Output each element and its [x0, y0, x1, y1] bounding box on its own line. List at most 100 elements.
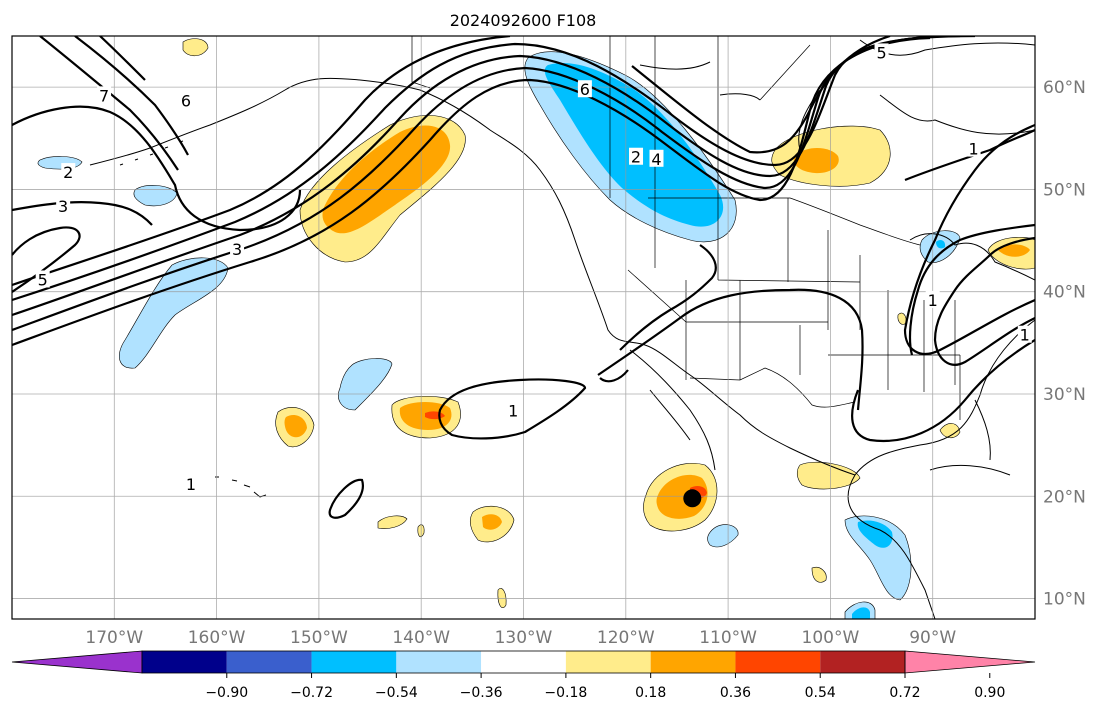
colorbar-tick-label: −0.72 — [290, 685, 333, 701]
contour-label: 2 — [631, 148, 641, 167]
contour-east-3 — [908, 223, 1035, 356]
shade-npac-negative — [118, 257, 229, 369]
contour-label-bg — [230, 239, 245, 257]
lat-label: 20°N — [1043, 487, 1086, 507]
colorbar-tick-label: 0.72 — [889, 685, 920, 701]
colorbar-segment — [565, 651, 651, 673]
contour-west-5 — [74, 36, 189, 156]
map-frame — [11, 35, 1036, 620]
contour-label: 2 — [63, 163, 73, 182]
contour-main-1 — [12, 36, 931, 347]
contour-label-bg — [1017, 325, 1032, 343]
contour-label: 4 — [651, 150, 661, 169]
colorbar-tick-label: −0.36 — [460, 685, 503, 701]
colorbar-tick-label: −0.54 — [375, 685, 418, 701]
contour-label: 5 — [38, 270, 48, 289]
contour-label-bg — [925, 290, 940, 308]
contour-label: 5 — [876, 43, 886, 62]
colorbar — [11, 650, 1036, 674]
lat-label: 10°N — [1043, 590, 1086, 610]
contour-west-4 — [39, 36, 179, 171]
great-lakes — [909, 233, 1035, 281]
gridlines — [12, 36, 1035, 619]
contour-label: 3 — [58, 197, 68, 216]
contour-main-3 — [12, 36, 961, 317]
shade-tc-inner — [656, 474, 708, 519]
contour-label: 1 — [1020, 326, 1030, 345]
colorbar-extend-high — [904, 650, 1036, 674]
contour-label-bg — [61, 163, 76, 181]
contour-label-bg — [56, 196, 71, 214]
contour-label-bg — [97, 86, 112, 104]
colorbar-segment — [820, 651, 905, 673]
alaska-border — [411, 36, 431, 89]
shade-mid-pac-negative — [338, 358, 393, 411]
contour-label-bg — [649, 149, 664, 167]
shade-mexico-positive — [796, 462, 861, 490]
contour-hawaii-closed — [328, 478, 364, 519]
contour-label-bg — [184, 475, 199, 493]
contour-label: 7 — [99, 86, 109, 105]
contour-sw-us — [597, 288, 864, 411]
lon-label: 160°W — [188, 628, 246, 648]
contour-sw-us-2 — [599, 369, 629, 383]
lon-label: 170°W — [85, 628, 143, 648]
colorbar-segment — [142, 651, 227, 673]
latitude-labels: 60°N 50°N 40°N 30°N 20°N 10°N — [1043, 78, 1086, 609]
shade-ontario-core — [936, 239, 946, 249]
contour-label-bg — [506, 401, 521, 419]
us-state-lines — [627, 198, 961, 420]
contour-label-bg — [966, 139, 981, 157]
lat-label: 50°N — [1043, 180, 1086, 200]
contour-main-2 — [12, 36, 946, 332]
colorbar-tick-labels: −0.90 −0.72 −0.54 −0.36 −0.18 0.18 0.36 0.54 0.7… — [205, 673, 1005, 701]
shade-appalachian — [939, 423, 961, 439]
lat-label: 40°N — [1043, 283, 1086, 303]
map-title: 2024092600 F108 — [450, 11, 597, 30]
contour-main-4 — [12, 36, 976, 302]
contour-label-bg — [178, 91, 193, 109]
contour-label: 6 — [580, 80, 590, 99]
contour-label: 6 — [181, 91, 191, 110]
lat-label: 60°N — [1043, 78, 1086, 98]
contour-west-coast — [619, 244, 717, 351]
lon-label: 150°W — [290, 628, 348, 648]
contour-label-bg — [629, 147, 644, 165]
north-america-coast — [359, 79, 1035, 619]
lon-label: 120°W — [597, 628, 655, 648]
contour-east-1-label — [904, 129, 1035, 182]
lon-label: 110°W — [699, 628, 757, 648]
colorbar-segment — [226, 651, 312, 673]
colorbar-tick-label: 0.18 — [635, 685, 666, 701]
colorbar-tick-label: 0.54 — [805, 685, 836, 701]
lon-label: 140°W — [392, 628, 450, 648]
colorbar-tick-label: 0.36 — [720, 685, 751, 701]
contour-label: 1 — [508, 401, 518, 420]
contour-west-2 — [12, 200, 153, 226]
colorbar-segment — [396, 651, 482, 673]
shade-south-pac-inner — [482, 514, 502, 530]
shade-small-3 — [497, 588, 507, 609]
lon-label: 130°W — [495, 628, 553, 648]
contour-label: 1 — [928, 291, 938, 310]
contour-ne-pacific-closed — [438, 378, 587, 440]
alaska-coast — [89, 77, 361, 166]
lat-label: 30°N — [1043, 385, 1086, 405]
aleutian-chain — [119, 140, 184, 166]
contour-west-low — [12, 105, 302, 232]
contour-main-5 — [12, 36, 891, 287]
colorbar-tick-label: 0.90 — [974, 685, 1005, 701]
contour-east-2 — [933, 236, 1035, 366]
shade-pacific-coast-small — [811, 567, 827, 583]
contour-east-tail — [851, 339, 1035, 442]
shade-tc-negative — [707, 524, 739, 548]
longitude-labels: 170°W 160°W 150°W 140°W 130°W 120°W 110°W 100°W… — [85, 628, 956, 648]
colorbar-segment — [311, 651, 397, 673]
colorbar-segment — [650, 651, 736, 673]
shade-canada-inner — [544, 62, 724, 227]
colorbar-tick-label: −0.90 — [205, 685, 248, 701]
lon-label: 90°W — [909, 628, 956, 648]
lon-label: 100°W — [802, 628, 860, 648]
shade-top-small — [182, 38, 209, 57]
